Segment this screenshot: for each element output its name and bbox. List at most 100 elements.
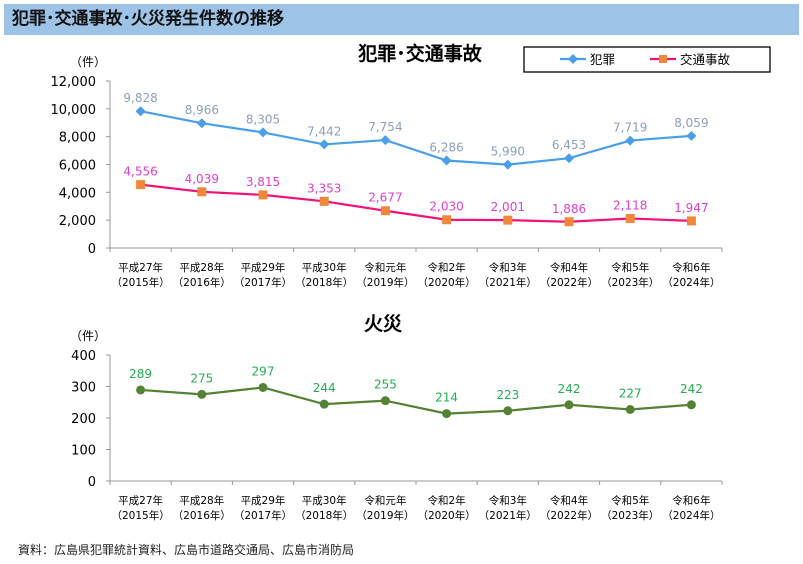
data-point [503,215,513,225]
data-point [319,399,329,409]
x-tick-label: （2020年） [417,509,475,522]
data-point [564,400,574,410]
data-label: 297 [252,364,275,378]
x-tick-label: 令和5年 [611,261,649,274]
x-tick-label: 令和3年 [489,261,527,274]
data-label: 7,754 [368,120,402,134]
legend-marker [659,55,667,63]
data-point [625,404,635,414]
data-label: 4,556 [123,165,157,179]
data-label: 2,001 [491,200,525,214]
y-axis-unit: （件） [70,329,106,343]
x-tick-label: （2024年） [662,509,720,522]
data-point [319,196,329,206]
data-label: 2,030 [429,200,463,214]
x-tick-label: （2015年） [111,509,169,522]
data-label: 275 [190,371,213,385]
data-point [564,153,574,164]
chart-title: 火災 [364,313,403,335]
y-tick-label: 10,000 [51,103,97,118]
x-tick-label: （2019年） [356,276,414,289]
series-line [140,386,692,415]
x-tick-label: 令和2年 [428,261,466,274]
x-tick-label: 平成29年 [241,494,286,507]
data-label: 242 [680,382,703,396]
x-tick-label: 平成28年 [179,261,224,274]
legend-marker [568,54,578,64]
x-tick-label: （2024年） [662,276,720,289]
x-tick-label: 令和5年 [611,494,649,507]
data-point [625,135,636,146]
data-point [686,400,696,410]
x-tick-label: （2023年） [601,509,659,522]
legend-label: 交通事故 [680,52,731,67]
data-label: 227 [619,386,642,400]
x-tick-label: 平成27年 [118,494,163,507]
y-tick-label: 8,000 [59,131,96,146]
data-label: 214 [435,391,458,405]
data-point [135,106,146,117]
x-tick-label: （2021年） [479,509,537,522]
data-point [441,155,452,166]
data-point [258,127,268,138]
data-label: 1,886 [552,202,586,216]
y-tick-label: 6,000 [59,159,96,174]
data-point [442,409,452,419]
chart-title: 犯罪･交通事故 [357,42,483,65]
x-tick-label: （2016年） [173,276,231,289]
data-label: 289 [129,367,152,381]
y-tick-label: 2,000 [59,214,96,229]
data-point [197,187,207,197]
y-axis-unit: （件） [70,55,106,69]
data-label: 7,442 [307,124,341,138]
x-tick-label: 平成29年 [241,261,286,274]
y-tick-label: 0 [88,242,96,257]
data-label: 3,815 [246,175,280,189]
data-point [380,135,391,146]
x-tick-label: 令和3年 [489,494,527,507]
x-tick-label: 平成30年 [302,261,347,274]
data-label: 2,677 [368,191,402,205]
data-label: 5,990 [491,145,525,159]
data-label: 1,947 [674,201,708,215]
data-point [380,206,390,216]
x-tick-label: 平成28年 [179,494,224,507]
x-tick-label: （2018年） [295,509,353,522]
data-point [686,216,696,226]
x-tick-label: （2018年） [295,276,353,289]
data-point [136,180,146,190]
x-tick-label: 令和4年 [550,261,588,274]
data-point [442,215,452,225]
x-tick-label: （2020年） [417,276,475,289]
y-tick-label: 300 [71,381,96,396]
data-point [686,130,697,141]
data-label: 3,353 [307,181,341,195]
data-point [258,190,268,200]
data-point [319,139,330,150]
y-tick-label: 100 [71,444,96,459]
data-point [503,406,513,416]
data-point [625,214,635,224]
x-tick-label: 令和元年 [364,494,406,507]
data-label: 2,118 [613,199,647,213]
data-label: 9,828 [123,91,157,105]
x-tick-label: （2022年） [540,276,598,289]
data-point [197,389,207,399]
data-point [258,382,268,392]
data-label: 7,719 [613,121,647,135]
x-tick-label: （2016年） [173,509,231,522]
data-label: 8,059 [674,116,708,130]
data-point [564,217,574,227]
x-tick-label: 令和6年 [672,261,710,274]
data-label: 244 [313,381,336,395]
x-tick-label: 令和6年 [672,494,710,507]
x-tick-label: 平成30年 [302,494,347,507]
data-label: 6,286 [429,141,463,155]
data-point [136,385,146,395]
source-note: 資料：広島県犯罪統計資料、広島市道路交通局、広島市消防局 [18,543,355,557]
x-tick-label: （2021年） [479,276,537,289]
y-tick-label: 400 [71,349,96,364]
series-line [140,183,692,223]
x-tick-label: （2023年） [601,276,659,289]
